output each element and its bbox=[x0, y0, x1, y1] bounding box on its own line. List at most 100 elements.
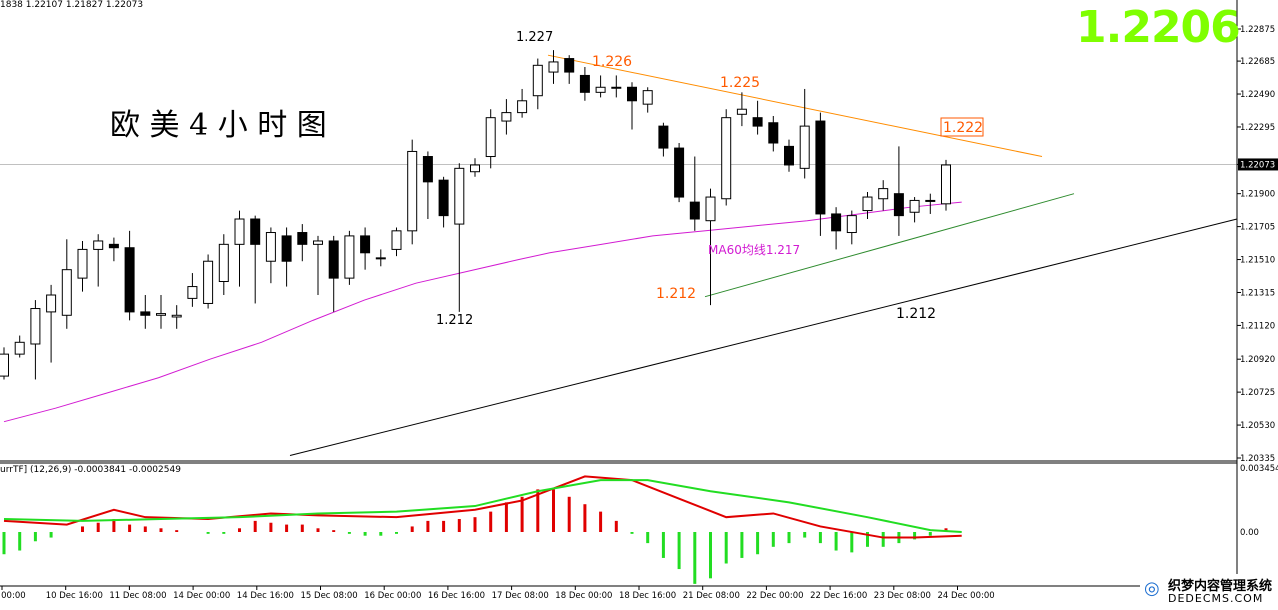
candle-body bbox=[611, 86, 622, 89]
watermark-text: 织梦内容管理系统 bbox=[1168, 579, 1273, 594]
candle-body bbox=[171, 314, 182, 318]
candle-body bbox=[93, 240, 104, 250]
candle-body bbox=[470, 164, 480, 173]
price-tick-label: 1.22295 bbox=[1240, 123, 1275, 133]
macd-indicator-label: urrTF] (12,26,9) -0.0003841 -0.0002549 bbox=[0, 465, 181, 475]
price-annotation: 1.212 bbox=[436, 313, 473, 328]
candle-body bbox=[46, 294, 57, 313]
price-annotation: 1.222 bbox=[943, 120, 983, 136]
candle-body bbox=[218, 243, 229, 283]
price-annotation: 1.227 bbox=[516, 30, 553, 45]
candle-body bbox=[203, 260, 214, 304]
candle-body bbox=[799, 125, 810, 169]
candle-body bbox=[815, 120, 826, 215]
candle-body bbox=[501, 112, 512, 122]
candle-body bbox=[375, 257, 386, 260]
time-tick-label: 14 Dec 00:00 bbox=[173, 591, 230, 601]
candle-body bbox=[328, 240, 339, 279]
price-tick-label: 1.22073 bbox=[1240, 160, 1275, 170]
time-tick-label: 15 Dec 08:00 bbox=[301, 591, 358, 601]
candle-body bbox=[941, 164, 951, 205]
candle-body bbox=[140, 311, 151, 316]
time-tick-label: 11 Dec 08:00 bbox=[109, 591, 166, 601]
ohlc-readout: 1838 1.22107 1.21827 1.22073 bbox=[0, 0, 144, 10]
dedecms-logo-icon: ◎ bbox=[1144, 578, 1160, 599]
candle-body bbox=[642, 90, 653, 105]
candle-body bbox=[736, 108, 747, 115]
candle-body bbox=[674, 147, 685, 198]
price-annotation: 1.212 bbox=[896, 306, 936, 322]
candle-body bbox=[108, 243, 119, 249]
candle-body bbox=[548, 61, 559, 73]
candle-body bbox=[61, 269, 72, 316]
price-tick-label: 1.20335 bbox=[1240, 454, 1275, 464]
candle-body bbox=[752, 117, 763, 127]
annotation-box bbox=[940, 117, 984, 137]
time-tick-label: 24 Dec 00:00 bbox=[938, 591, 995, 601]
candle-body bbox=[265, 232, 276, 262]
current-price-tag bbox=[1238, 158, 1278, 171]
candle-body bbox=[234, 218, 245, 245]
candle-body bbox=[689, 201, 700, 220]
candle-body bbox=[768, 122, 779, 144]
candle-body bbox=[156, 313, 166, 316]
price-annotation: MA60均线1.217 bbox=[708, 243, 800, 257]
green-support-trendline bbox=[704, 193, 1075, 298]
time-tick-label: 16 Dec 00:00 bbox=[364, 591, 421, 601]
candle-body bbox=[784, 145, 794, 166]
candle-body bbox=[30, 308, 41, 345]
candle-body bbox=[422, 156, 433, 183]
candle-body bbox=[391, 230, 402, 250]
time-tick-label: 16 Dec 16:00 bbox=[428, 591, 485, 601]
price-tick-label: 1.21315 bbox=[1240, 288, 1275, 298]
time-tick-label: 22 Dec 16:00 bbox=[810, 591, 867, 601]
candle-body bbox=[438, 179, 449, 217]
candle-body bbox=[313, 240, 323, 245]
candle-body bbox=[579, 74, 590, 93]
price-tick-label: 1.20920 bbox=[1240, 355, 1275, 365]
time-tick-label: 21 Dec 08:00 bbox=[683, 591, 740, 601]
candle-body bbox=[532, 64, 543, 97]
price-tick-label: 1.20725 bbox=[1240, 388, 1275, 398]
time-tick-label: 18 Dec 16:00 bbox=[619, 591, 676, 601]
macd-signal-line bbox=[3, 479, 962, 533]
candle-body bbox=[627, 86, 637, 102]
macd-tick-label: 0.003454 bbox=[1240, 464, 1278, 474]
candle-body bbox=[360, 235, 371, 254]
candle-body bbox=[0, 353, 9, 377]
watermark: ◎ 织梦内容管理系统 DEDECMS.COM bbox=[1140, 574, 1278, 610]
macd-tick-label: 0.00 bbox=[1240, 528, 1259, 538]
candle-body bbox=[862, 196, 873, 212]
resistance-trendline bbox=[547, 54, 1043, 158]
price-tick-label: 1.22490 bbox=[1240, 90, 1275, 100]
ma60-line bbox=[3, 201, 962, 423]
price-tick-label: 1.21705 bbox=[1240, 223, 1275, 233]
current-price-display: 1.2206 bbox=[1076, 2, 1241, 53]
price-annotation: 1.212 bbox=[656, 286, 696, 302]
price-tick-label: 1.21900 bbox=[1240, 190, 1275, 200]
time-tick-label: 18 Dec 00:00 bbox=[555, 591, 612, 601]
candle-body bbox=[909, 199, 920, 213]
candle-body bbox=[187, 286, 198, 299]
candle-body bbox=[14, 341, 25, 355]
candle-body bbox=[485, 117, 496, 158]
price-tick-label: 1.21510 bbox=[1240, 256, 1275, 266]
candle-body bbox=[831, 213, 842, 232]
price-annotation: 1.226 bbox=[592, 54, 632, 70]
candle-body bbox=[281, 235, 292, 262]
time-tick-label: 17 Dec 08:00 bbox=[492, 591, 549, 601]
candle-body bbox=[454, 167, 465, 225]
candle-body bbox=[705, 196, 716, 222]
candle-body bbox=[250, 218, 261, 245]
time-tick-label: 22 Dec 00:00 bbox=[746, 591, 803, 601]
price-annotation: 1.225 bbox=[720, 75, 760, 91]
candle-body bbox=[517, 100, 528, 114]
price-tick-label: 1.22685 bbox=[1240, 57, 1275, 67]
candle-body bbox=[893, 193, 904, 217]
time-tick-label: Dec 00:00 bbox=[0, 591, 26, 601]
candle-body bbox=[846, 215, 857, 234]
candle-body bbox=[124, 247, 135, 313]
candle-body bbox=[721, 117, 732, 200]
time-tick-label: 14 Dec 16:00 bbox=[237, 591, 294, 601]
